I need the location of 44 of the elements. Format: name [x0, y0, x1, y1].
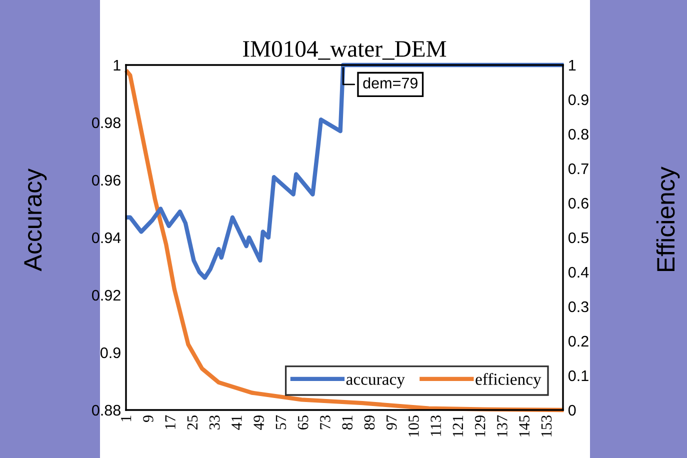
x-tick-label: 73	[320, 415, 330, 430]
x-tick-label: 137	[497, 415, 508, 436]
y2-tick-label: 0	[568, 404, 576, 416]
x-tick-label: 129	[474, 415, 486, 436]
x-tick-label: 49	[254, 415, 264, 430]
chart-title: IM0104_water_DEM	[243, 40, 446, 60]
x-tick-label: 153	[541, 415, 552, 436]
x-tick-label: 65	[298, 415, 308, 430]
y2-axis-title: Efficiency	[656, 166, 680, 272]
y-tick-label: 0.92	[92, 290, 120, 301]
y-axis-title: Accuracy	[24, 168, 47, 272]
x-tick-label: 97	[386, 415, 397, 430]
y-tick-label: 0.9	[100, 347, 120, 358]
y-tick-label: 0.88	[92, 404, 120, 416]
legend-label: accuracy	[346, 376, 405, 388]
y2-tick-label: 1	[569, 60, 576, 71]
x-tick-label: 33	[209, 415, 220, 430]
x-tick-label: 121	[452, 416, 463, 436]
y2-tick-label: 0.6	[568, 198, 588, 209]
y2-tick-label: 0.7	[568, 163, 588, 174]
y2-tick-label: 0.8	[568, 128, 588, 140]
annotation: dem=79	[363, 77, 418, 89]
x-tick-label: 89	[364, 415, 375, 430]
x-tick-label: 9	[143, 415, 154, 422]
x-tick-label: 105	[408, 415, 419, 436]
x-tick-label: 113	[430, 415, 441, 436]
x-tick-label: 41	[232, 416, 242, 430]
y2-tick-label: 0.1	[568, 370, 588, 382]
x-tick-label: 57	[276, 415, 286, 430]
x-tick-label: 17	[165, 415, 176, 429]
y-tick-label: 0.98	[92, 117, 120, 128]
x-tick-label: 1	[120, 416, 132, 422]
y2-tick-label: 0.9	[568, 94, 588, 106]
y-tick-label: 1	[114, 60, 120, 71]
y2-tick-label: 0.5	[568, 232, 588, 244]
x-tick-label: 25	[187, 415, 198, 430]
y2-tick-label: 0.2	[568, 336, 588, 347]
y2-tick-label: 0.3	[568, 301, 588, 312]
y-tick-label: 0.96	[92, 174, 120, 186]
x-tick-label: 81	[342, 416, 352, 430]
x-tick-label: 145	[519, 415, 530, 436]
y-tick-label: 0.94	[92, 232, 121, 244]
legend-label: efficiency	[476, 373, 542, 388]
y2-tick-label: 0.4	[568, 266, 589, 278]
